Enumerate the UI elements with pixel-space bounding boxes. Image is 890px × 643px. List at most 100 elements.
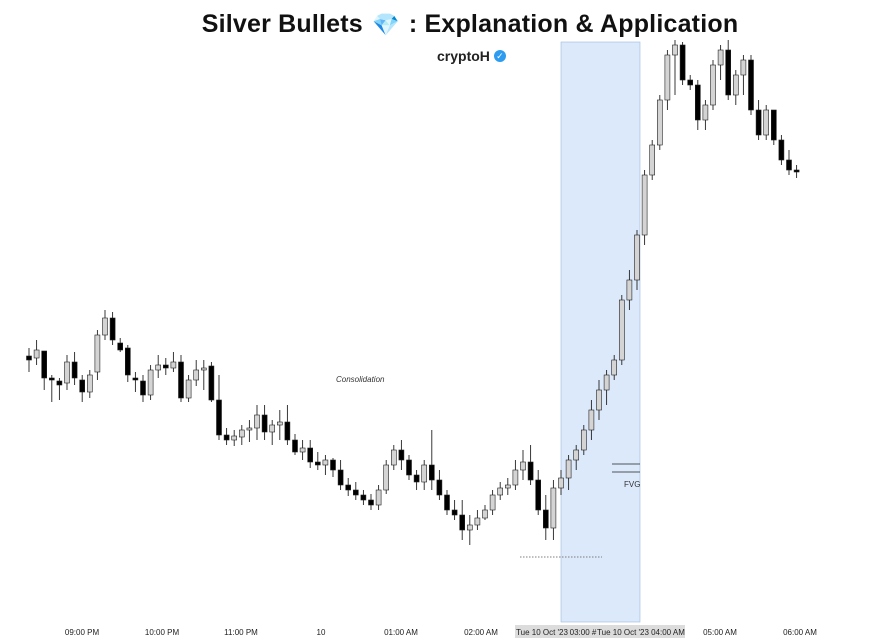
candle-body (618, 299, 625, 361)
x-axis-labels: 09:00 PM 10:00 PM 11:00 PM 10 01:00 AM 02:00 … (65, 628, 817, 637)
candle-body (155, 364, 161, 371)
candle-body (109, 317, 116, 341)
candle-body (284, 421, 291, 441)
candle-body (170, 361, 177, 369)
candle-body (580, 429, 587, 451)
candle-body (261, 414, 268, 433)
candle-body (466, 524, 473, 531)
candle-body (337, 469, 344, 486)
candle-body (451, 509, 458, 516)
consolidation-label: Consolidation (336, 375, 385, 384)
candle-body (383, 464, 390, 491)
author-label: cryptoH ✓ (437, 48, 506, 64)
candle-body (345, 484, 352, 491)
candle-body (504, 484, 511, 489)
candle-body (542, 509, 549, 529)
candle-body (56, 380, 63, 386)
candle-body (178, 361, 184, 399)
x-tick-label: Tue 10 Oct '23 (516, 628, 568, 637)
title-suffix: : Explanation & Application (408, 10, 739, 38)
candle-body (390, 449, 397, 466)
candle-body (656, 99, 663, 146)
candle-body (717, 49, 724, 66)
candle-body (48, 377, 55, 381)
candle-body (64, 361, 70, 384)
candle-body (444, 494, 450, 511)
candle-body (687, 79, 694, 86)
candle-body (649, 144, 656, 176)
x-tick-label: 10:00 PM (145, 628, 180, 637)
x-tick-label: 02:00 AM (464, 628, 498, 637)
candle-body (406, 459, 412, 476)
candle-body (527, 461, 534, 481)
candle-body (147, 369, 154, 396)
candle-body (322, 459, 329, 466)
candle-body (94, 334, 101, 373)
candle-body (216, 399, 222, 436)
candle-body (603, 374, 610, 391)
candle-body (778, 139, 785, 161)
candle-body (748, 59, 754, 111)
candle-body (710, 64, 716, 106)
candle-body (793, 169, 800, 173)
candles-group (26, 40, 800, 545)
candle-body (254, 414, 260, 429)
candle-body (246, 427, 253, 431)
x-tick-label: 06:00 AM (783, 628, 817, 637)
page-title: Silver Bullets 💎 : Explanation & Applica… (0, 10, 890, 39)
candle-body (33, 349, 40, 359)
candle-body (360, 494, 367, 501)
candle-body (664, 54, 671, 101)
candle-body (375, 489, 382, 506)
candle-body (421, 464, 428, 483)
candle-body (459, 514, 466, 531)
candle-body (368, 499, 374, 506)
candle-body (330, 459, 336, 471)
candle-body (520, 461, 526, 471)
x-tick-label: 04:00 AM (651, 628, 685, 637)
candle-body (694, 84, 701, 121)
candle-body (428, 464, 435, 481)
x-tick-label: 11:00 PM (224, 628, 258, 637)
candle-body (770, 109, 777, 141)
author-name: cryptoH (437, 48, 490, 64)
candle-body (185, 379, 192, 399)
candle-body (755, 109, 762, 136)
candle-body (611, 359, 618, 376)
candle-body (550, 487, 557, 529)
candle-body (573, 449, 580, 461)
gem-icon: 💎 (372, 12, 400, 37)
x-tick-label: Tue 10 Oct '23 (597, 628, 649, 637)
candle-body (565, 459, 572, 479)
candle-body (193, 369, 199, 381)
candle-body (269, 424, 276, 433)
candle-body (292, 439, 298, 453)
candle-body (71, 361, 78, 379)
candle-body (641, 174, 648, 236)
candle-body (702, 104, 709, 121)
verified-badge-icon: ✓ (493, 50, 506, 62)
candle-body (79, 379, 85, 393)
candle-body (482, 509, 488, 519)
candle-body (786, 159, 792, 171)
candle-body (398, 449, 405, 461)
candle-body (231, 435, 237, 441)
candle-body (626, 279, 633, 301)
candle-body (497, 487, 504, 496)
candle-body (588, 409, 595, 431)
candle-body (26, 355, 32, 361)
candle-body (725, 49, 732, 96)
axis-highlight-box (515, 625, 685, 638)
candle-body (41, 350, 48, 379)
x-tick-label: 10 (317, 628, 326, 637)
candle-body (201, 367, 207, 371)
candle-body (87, 374, 93, 393)
candle-body (436, 479, 443, 496)
candle-body (276, 421, 283, 426)
candle-body (740, 59, 747, 76)
candle-body (239, 429, 245, 438)
fvg-label: FVG (624, 480, 640, 489)
candle-body (672, 44, 678, 56)
candle-body (125, 347, 131, 376)
